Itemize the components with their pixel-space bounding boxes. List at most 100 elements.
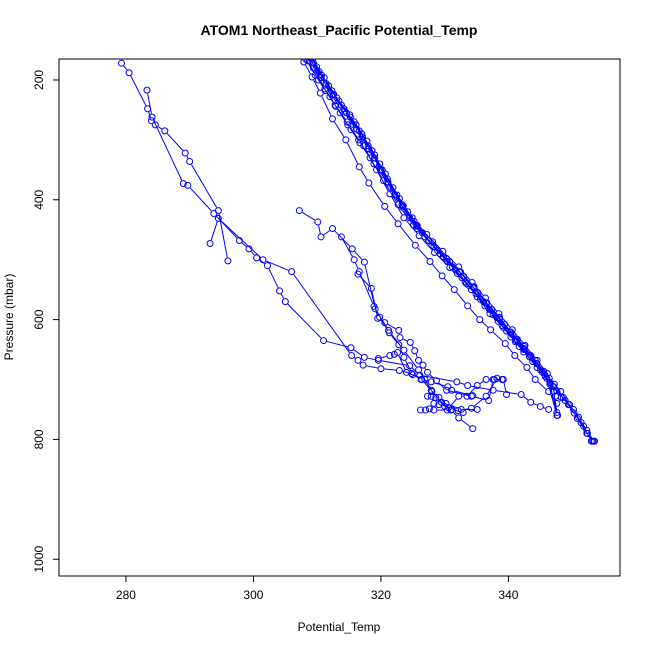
data-point — [328, 225, 336, 233]
data-point — [305, 59, 312, 61]
data-point — [376, 160, 384, 168]
data-point — [359, 361, 367, 369]
data-point — [482, 392, 490, 400]
data-point — [295, 207, 303, 215]
series-segment — [486, 308, 497, 320]
data-point — [423, 368, 431, 376]
series-segment — [381, 319, 388, 331]
series-segment — [360, 133, 371, 148]
data-point — [273, 0, 279, 2]
data-point — [184, 181, 192, 189]
series-segment — [386, 208, 397, 222]
series-segment — [485, 304, 496, 316]
data-point — [286, 14, 292, 20]
series-segment — [551, 384, 560, 396]
data-point — [458, 274, 466, 282]
data-point — [467, 404, 475, 412]
data-point — [494, 317, 502, 325]
series-segment — [547, 381, 557, 413]
data-point — [374, 314, 382, 322]
y-tick-label: 1000 — [32, 546, 46, 573]
data-point — [350, 118, 358, 126]
data-point — [125, 69, 133, 77]
data-point — [314, 218, 322, 226]
data-point — [434, 247, 442, 255]
data-point — [179, 180, 187, 188]
data-point — [395, 326, 403, 334]
data-point — [464, 381, 472, 389]
x-tick-label: 320 — [371, 588, 391, 602]
data-point — [513, 335, 521, 343]
data-point — [531, 376, 539, 384]
series-segment — [348, 115, 358, 129]
series-segment — [415, 223, 428, 239]
series-segment — [459, 382, 465, 385]
data-point — [422, 406, 430, 414]
series-segment — [384, 368, 396, 371]
series-10 — [278, 10, 561, 407]
data-point — [467, 286, 475, 294]
data-point — [426, 257, 434, 265]
data-point — [328, 87, 336, 95]
data-point — [276, 287, 284, 295]
data-point — [386, 352, 394, 360]
series-segment — [323, 77, 333, 92]
data-point — [278, 10, 284, 16]
series-segment — [293, 274, 350, 353]
data-point — [430, 243, 438, 251]
series-segment — [403, 338, 408, 342]
data-point — [432, 377, 440, 385]
series-segment — [367, 357, 376, 361]
series-segment — [189, 187, 212, 212]
x-tick-label: 340 — [498, 588, 518, 602]
data-point — [515, 343, 523, 351]
series-segment — [382, 172, 394, 193]
data-point — [591, 437, 598, 445]
data-point — [224, 257, 232, 265]
data-point — [421, 376, 429, 384]
series-segment — [512, 339, 522, 350]
data-point — [381, 202, 389, 210]
series-segment — [431, 263, 441, 274]
series-segment — [250, 251, 255, 256]
data-point — [350, 256, 358, 264]
series-segment — [266, 260, 289, 271]
x-tick-label: 280 — [116, 588, 136, 602]
series-segment — [353, 349, 362, 356]
data-point — [503, 327, 511, 335]
data-point — [348, 352, 356, 360]
data-point — [313, 63, 321, 71]
y-tick-label: 600 — [32, 309, 46, 329]
data-point — [541, 373, 549, 381]
series-segment — [411, 345, 414, 348]
data-point — [481, 302, 489, 310]
data-point — [394, 349, 402, 357]
series-segment — [575, 415, 583, 424]
data-point — [300, 41, 306, 47]
data-point — [383, 175, 391, 183]
data-point — [293, 44, 299, 50]
y-axis: 200 400 600 800 1000 — [32, 70, 59, 573]
series-segment — [525, 350, 536, 362]
series-segment — [360, 169, 368, 181]
series-segment — [474, 396, 486, 401]
data-point — [527, 398, 535, 406]
series-segment — [391, 196, 403, 215]
data-point — [533, 364, 541, 372]
series-segment — [555, 386, 562, 395]
data-point — [503, 390, 511, 398]
series-segment — [313, 79, 320, 91]
data-point — [360, 258, 368, 266]
data-point — [415, 366, 423, 374]
data-point — [573, 414, 581, 422]
data-point — [455, 392, 463, 400]
data-point — [425, 237, 433, 245]
series-segment — [335, 96, 345, 111]
series-segment — [516, 357, 525, 366]
series-19 — [312, 59, 565, 401]
data-point — [410, 217, 418, 225]
series-segment — [461, 419, 471, 427]
plot-frame — [58, 58, 621, 577]
series-segment — [396, 197, 409, 216]
series-segment — [220, 220, 261, 258]
